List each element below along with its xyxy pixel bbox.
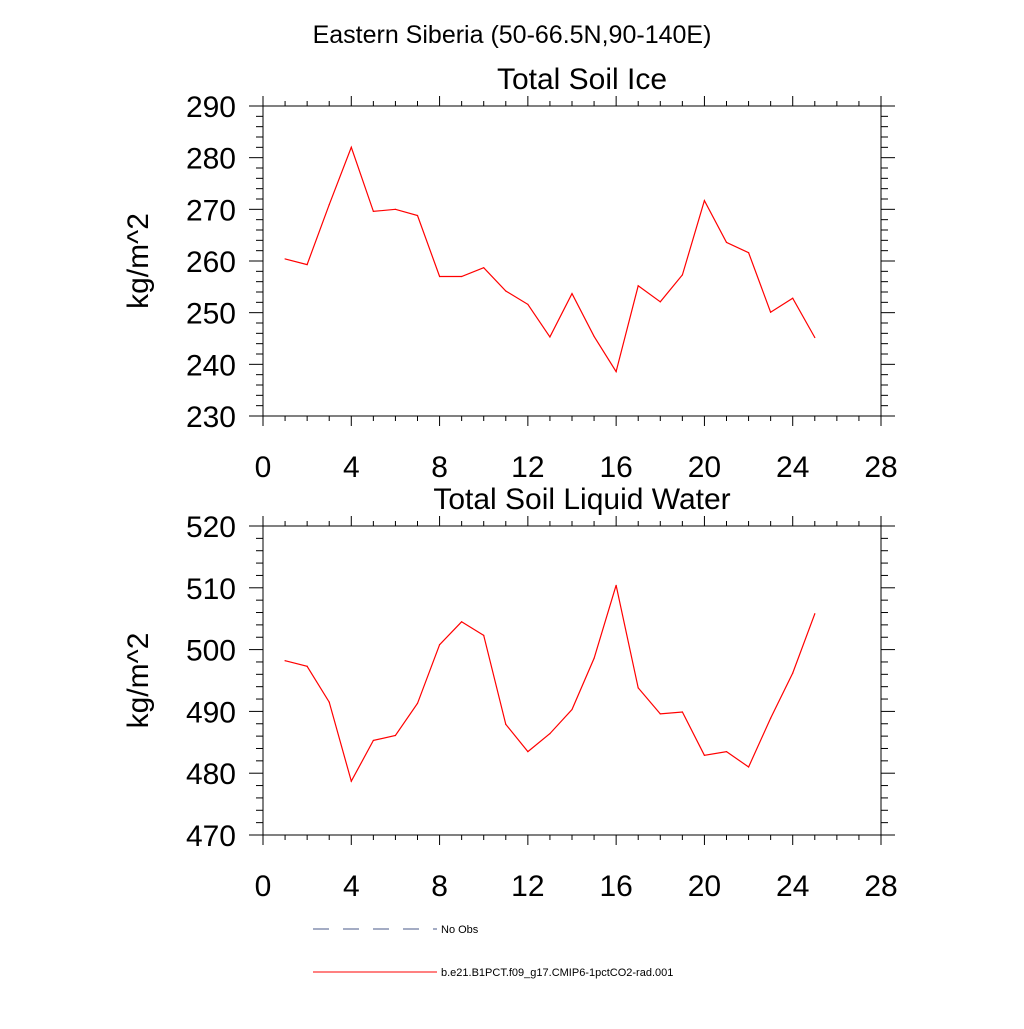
y-tick-label: 490 xyxy=(186,696,236,729)
data-point xyxy=(394,208,397,210)
data-point xyxy=(438,644,441,646)
data-point xyxy=(725,750,728,753)
data-point xyxy=(416,214,419,217)
x-tick-label: 16 xyxy=(599,870,632,903)
x-tick-label: 4 xyxy=(343,870,360,903)
data-point xyxy=(615,370,617,373)
y-axis-label: kg/m^2 xyxy=(122,633,155,729)
data-point xyxy=(747,766,750,768)
data-point xyxy=(571,708,573,711)
y-tick-label: 270 xyxy=(186,194,236,227)
data-point xyxy=(483,634,485,636)
x-tick-label: 20 xyxy=(688,451,721,484)
x-tick-label: 24 xyxy=(776,451,809,484)
data-point xyxy=(549,733,551,735)
y-axis-label: kg/m^2 xyxy=(122,213,155,309)
y-tick-label: 290 xyxy=(186,91,236,124)
x-tick-label: 24 xyxy=(776,870,809,903)
x-tick-label: 8 xyxy=(431,451,448,484)
data-point xyxy=(306,264,308,266)
data-point xyxy=(328,701,330,703)
panel-2: Total Soil Liquid Water kg/m^2 0 4 8 12 16 20 24… xyxy=(122,483,898,903)
data-point xyxy=(637,687,639,689)
y-tick-label: 510 xyxy=(186,573,236,606)
data-point xyxy=(725,241,728,243)
data-point xyxy=(527,750,529,753)
panel-title: Total Soil Ice xyxy=(497,63,667,96)
data-point xyxy=(350,146,352,148)
data-point xyxy=(637,285,639,287)
y-tick-label: 240 xyxy=(186,349,236,382)
data-point xyxy=(571,292,573,295)
y-tick-label: 230 xyxy=(186,401,236,434)
data-point xyxy=(284,258,286,260)
x-tick-label: 16 xyxy=(599,451,632,484)
y-tick-label: 480 xyxy=(186,758,236,791)
data-point xyxy=(770,717,772,719)
x-tick-label: 12 xyxy=(511,870,544,903)
legend-label: No Obs xyxy=(441,924,479,936)
x-tick-label: 0 xyxy=(255,451,272,484)
y-tick-label: 280 xyxy=(186,143,236,176)
data-point xyxy=(615,584,617,586)
x-tick-label: 12 xyxy=(511,451,544,484)
data-point xyxy=(527,303,529,305)
data-point xyxy=(593,335,595,338)
data-point xyxy=(814,613,816,615)
data-point xyxy=(593,657,595,659)
data-point xyxy=(372,210,374,212)
legend-label: b.e21.B1PCT.f09_g17.CMIP6-1pctCO2-rad.00… xyxy=(441,967,673,979)
data-point xyxy=(505,290,507,292)
data-point xyxy=(792,297,794,299)
data-point xyxy=(416,702,419,704)
y-tick-label: 470 xyxy=(186,820,236,853)
y-tick-label: 520 xyxy=(186,511,236,544)
x-tick-label: 8 xyxy=(431,870,448,903)
data-point xyxy=(770,311,772,313)
plot-frame xyxy=(262,105,882,417)
data-point xyxy=(792,672,794,674)
x-tick-label: 28 xyxy=(864,870,897,903)
data-point xyxy=(461,275,463,278)
legend-item: b.e21.B1PCT.f09_g17.CMIP6-1pctCO2-rad.00… xyxy=(313,967,673,979)
data-point xyxy=(549,336,551,338)
x-tick-label: 0 xyxy=(255,870,272,903)
y-tick-label: 500 xyxy=(186,635,236,668)
data-point xyxy=(681,274,683,276)
data-point xyxy=(372,739,374,742)
series-line xyxy=(284,145,816,374)
data-point xyxy=(703,199,706,202)
data-point xyxy=(461,621,463,623)
x-tick-label: 20 xyxy=(688,870,721,903)
series-line xyxy=(284,585,816,783)
data-point xyxy=(814,336,816,339)
x-tick-label: 28 xyxy=(864,451,897,484)
data-point xyxy=(747,252,750,254)
x-tick-label: 4 xyxy=(343,451,360,484)
data-point xyxy=(681,711,683,713)
legend-item: No Obs xyxy=(313,924,479,936)
data-point xyxy=(438,275,441,278)
data-point xyxy=(659,713,661,715)
legend: No Obs b.e21.B1PCT.f09_g17.CMIP6-1pctCO2-… xyxy=(313,924,673,979)
y-tick-label: 260 xyxy=(186,246,236,279)
data-point xyxy=(328,204,330,206)
data-point xyxy=(306,665,308,667)
data-point xyxy=(394,734,397,737)
data-point xyxy=(505,723,507,725)
data-point xyxy=(483,267,485,269)
y-tick-label: 250 xyxy=(186,298,236,331)
plot-frame xyxy=(262,525,882,836)
panel-1: Total Soil Ice kg/m^2 0 4 8 12 16 20 24 28 230 240 2… xyxy=(122,63,898,484)
data-point xyxy=(350,780,352,782)
data-point xyxy=(703,754,706,756)
data-point xyxy=(284,660,286,662)
data-point xyxy=(659,301,661,303)
panel-title: Total Soil Liquid Water xyxy=(433,483,730,516)
main-title: Eastern Siberia (50-66.5N,90-140E) xyxy=(313,21,712,49)
